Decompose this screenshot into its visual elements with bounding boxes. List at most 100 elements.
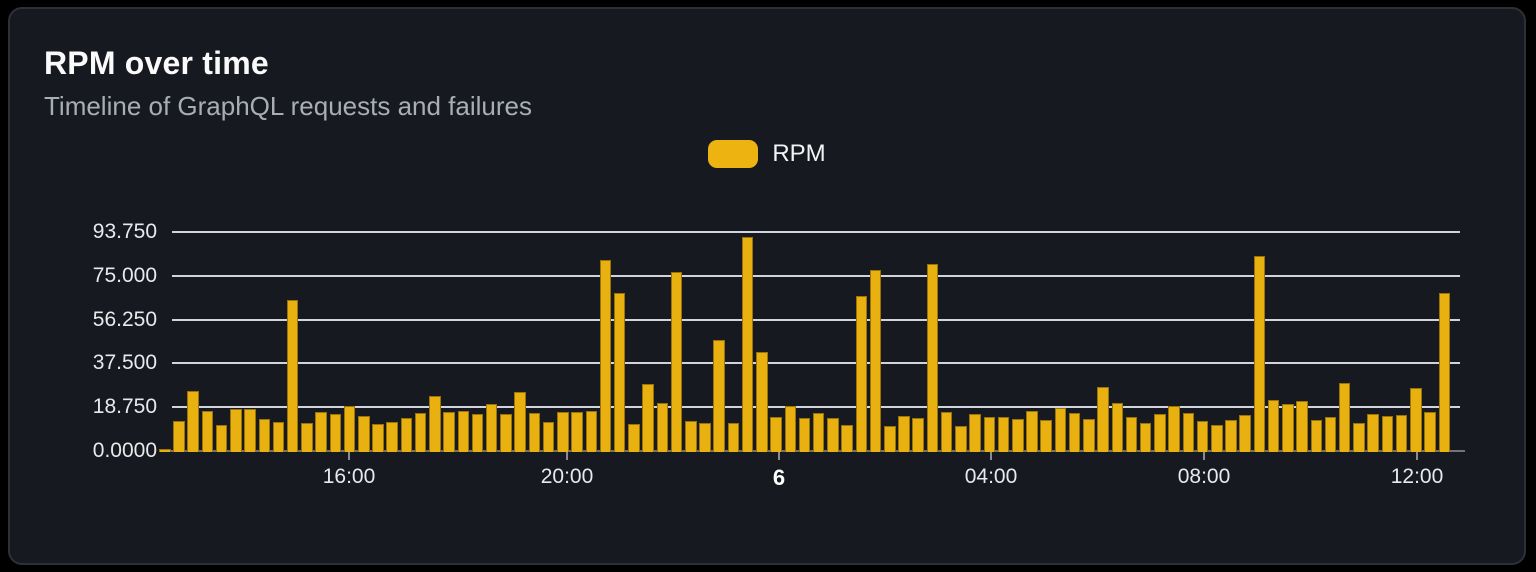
bar[interactable]	[471, 414, 484, 452]
bar[interactable]	[1068, 412, 1081, 452]
bar[interactable]	[585, 410, 597, 452]
y-axis-tick-label: 37.500	[92, 351, 157, 375]
bar[interactable]	[457, 410, 470, 452]
bar[interactable]	[699, 422, 711, 452]
bar[interactable]	[1168, 405, 1180, 452]
x-axis-tick-mark	[348, 452, 350, 460]
x-axis-tick-mark	[778, 452, 780, 460]
bar[interactable]	[1125, 416, 1138, 452]
bar[interactable]	[969, 414, 981, 452]
bar[interactable]	[713, 339, 725, 452]
bar[interactable]	[1310, 419, 1323, 452]
bar[interactable]	[414, 412, 427, 452]
bar[interactable]	[1083, 419, 1095, 452]
bar[interactable]	[642, 384, 654, 452]
bar[interactable]	[400, 417, 413, 452]
bar[interactable]	[159, 448, 171, 452]
bar[interactable]	[244, 408, 256, 452]
plot-area[interactable]: 0.0000 18.750 37.500 56.250 75.000 93.750 16:…	[10, 9, 1524, 563]
bar[interactable]	[1097, 386, 1109, 452]
bar[interactable]	[855, 295, 868, 452]
bar[interactable]	[628, 423, 640, 452]
x-axis-tick-mark	[990, 452, 992, 460]
bar[interactable]	[272, 421, 285, 452]
bar[interactable]	[1253, 255, 1266, 452]
bar[interactable]	[485, 403, 498, 452]
bar[interactable]	[798, 418, 811, 452]
bar[interactable]	[258, 419, 271, 452]
bar[interactable]	[926, 263, 939, 452]
bar[interactable]	[173, 420, 185, 452]
legend-item-rpm[interactable]: RPM	[708, 140, 826, 168]
bar[interactable]	[1054, 408, 1067, 452]
bar[interactable]	[301, 422, 313, 452]
bar[interactable]	[542, 421, 555, 452]
bar[interactable]	[443, 411, 455, 452]
bar[interactable]	[1211, 425, 1223, 452]
bar[interactable]	[286, 300, 299, 452]
bar[interactable]	[898, 416, 910, 452]
bar[interactable]	[1225, 420, 1237, 452]
bar[interactable]	[1338, 383, 1351, 452]
bar[interactable]	[429, 396, 441, 452]
bar[interactable]	[1182, 413, 1195, 452]
bar[interactable]	[514, 391, 526, 452]
bar[interactable]	[613, 293, 626, 452]
y-axis-tick-label: 56.250	[92, 307, 157, 331]
x-axis-tick-mark	[1203, 452, 1205, 460]
bar[interactable]	[329, 413, 342, 452]
bar[interactable]	[1026, 410, 1038, 452]
bar[interactable]	[983, 417, 996, 452]
bar[interactable]	[685, 420, 697, 452]
bar[interactable]	[215, 425, 228, 452]
bar[interactable]	[1012, 419, 1024, 452]
bar[interactable]	[770, 417, 782, 452]
bar[interactable]	[1410, 388, 1422, 452]
bar[interactable]	[528, 413, 541, 452]
bar[interactable]	[955, 426, 967, 452]
bar[interactable]	[372, 423, 384, 452]
bar[interactable]	[1438, 293, 1450, 452]
bar[interactable]	[1324, 416, 1337, 452]
bar[interactable]	[343, 406, 356, 452]
bar[interactable]	[940, 411, 953, 452]
bar[interactable]	[315, 411, 327, 452]
bar[interactable]	[201, 410, 214, 452]
bar[interactable]	[1424, 411, 1436, 452]
bar[interactable]	[1139, 422, 1152, 452]
bar[interactable]	[557, 411, 569, 452]
bar[interactable]	[1367, 414, 1379, 452]
bar[interactable]	[741, 237, 754, 452]
bar[interactable]	[656, 402, 669, 452]
bar[interactable]	[386, 422, 398, 452]
bars-layer	[159, 232, 1450, 452]
bar[interactable]	[187, 390, 199, 452]
bar[interactable]	[500, 413, 512, 452]
bar[interactable]	[358, 416, 370, 452]
bar[interactable]	[869, 269, 882, 452]
bar[interactable]	[1154, 414, 1166, 452]
bar[interactable]	[230, 408, 242, 452]
bar[interactable]	[727, 422, 740, 452]
bar[interactable]	[756, 351, 768, 452]
bar[interactable]	[912, 418, 924, 452]
bar[interactable]	[571, 411, 583, 452]
bar[interactable]	[1239, 415, 1251, 452]
bar[interactable]	[1296, 400, 1308, 452]
bar[interactable]	[1196, 420, 1209, 452]
bar[interactable]	[1353, 422, 1365, 452]
bar[interactable]	[599, 260, 612, 452]
bar[interactable]	[997, 416, 1010, 452]
bar[interactable]	[1282, 404, 1294, 452]
bar[interactable]	[1381, 416, 1394, 452]
bar[interactable]	[884, 425, 896, 452]
bar[interactable]	[1395, 415, 1408, 452]
bar[interactable]	[812, 412, 825, 452]
bar[interactable]	[827, 418, 839, 452]
bar[interactable]	[1040, 420, 1052, 452]
bar[interactable]	[841, 425, 853, 452]
bar[interactable]	[670, 272, 683, 452]
bar[interactable]	[1267, 400, 1280, 452]
bar[interactable]	[1111, 403, 1124, 452]
bar[interactable]	[784, 405, 797, 452]
